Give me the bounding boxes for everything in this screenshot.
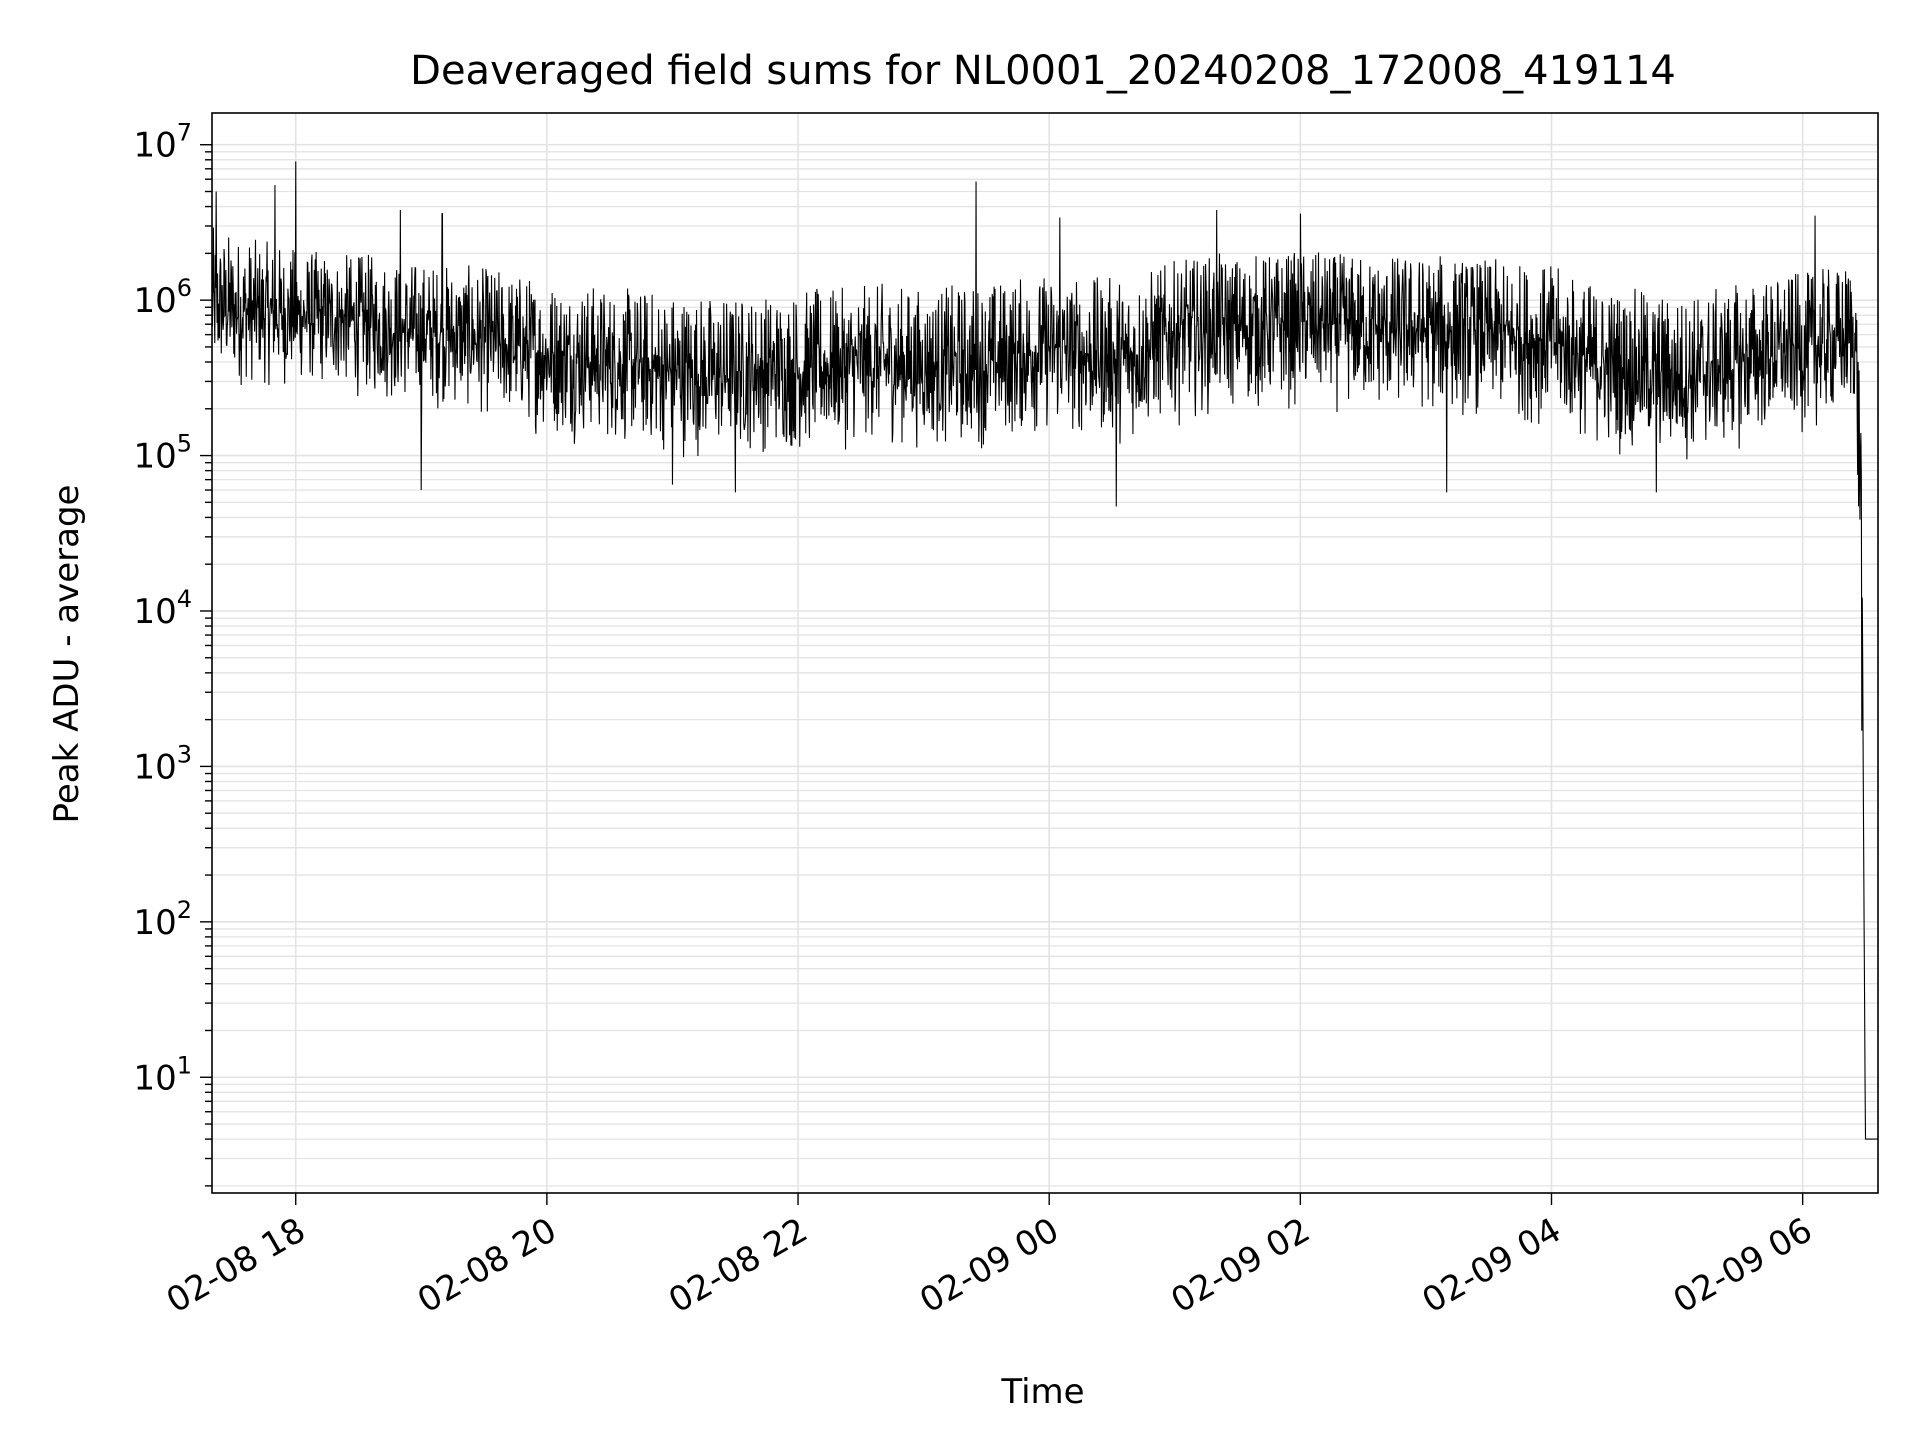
y-tick-base: 10 [133,437,176,477]
chart-title: Deaveraged field sums for NL0001_2024020… [410,48,1676,94]
x-axis-label: Time [1000,1372,1084,1412]
y-tick-label: 101 [133,1051,192,1098]
y-tick-label: 103 [133,740,192,787]
y-tick-exponent: 4 [177,585,192,613]
y-tick-base: 10 [133,281,176,321]
plot-frame [211,112,1879,1194]
y-tick-base: 10 [133,126,176,166]
y-tick-label: 106 [133,274,192,321]
y-tick-base: 10 [133,903,176,943]
y-tick-exponent: 7 [177,119,192,147]
y-tick-exponent: 2 [177,896,192,924]
y-tick-label: 102 [133,896,192,943]
series-line [211,161,1878,1140]
y-tick-label: 107 [133,119,192,166]
y-tick-exponent: 3 [177,740,192,768]
y-axis-label: Peak ADU - average [47,485,87,824]
y-tick-base: 10 [133,592,176,632]
y-tick-exponent: 5 [177,430,192,458]
y-tick-exponent: 1 [177,1051,192,1079]
grid [212,113,1878,1193]
series-path [211,161,1878,1140]
y-tick-base: 10 [133,1058,176,1098]
y-tick-label: 104 [133,585,192,632]
y-tick-label: 105 [133,430,192,477]
y-tick-exponent: 6 [177,274,192,302]
y-tick-base: 10 [133,747,176,787]
